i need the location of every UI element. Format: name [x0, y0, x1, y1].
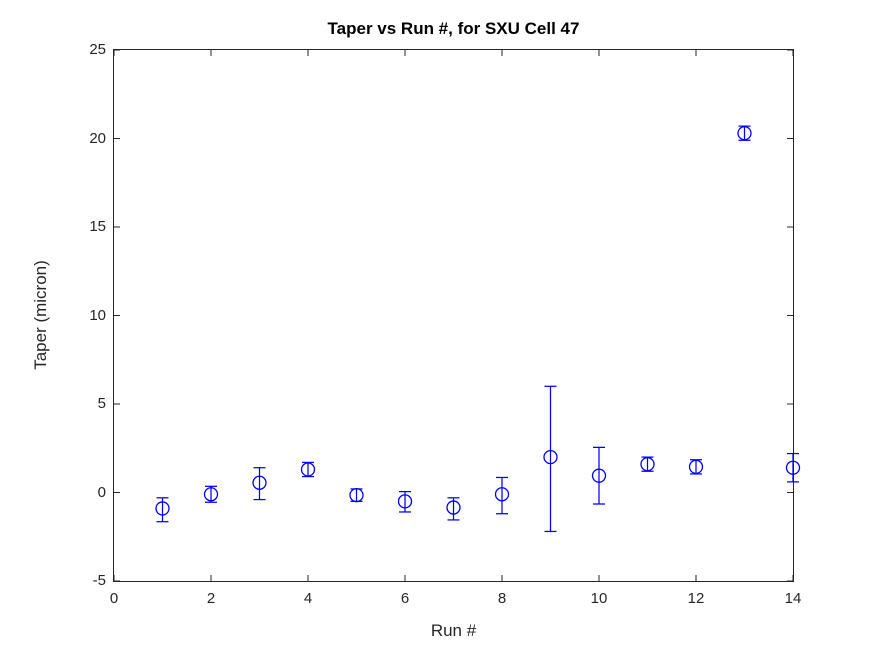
- x-tick-label-0: 0: [109, 590, 119, 607]
- y-tick-label-25: 25: [89, 41, 106, 58]
- x-tick-label-10: 10: [590, 590, 608, 607]
- marker-circle: [640, 457, 655, 472]
- data-point-run-13: [737, 125, 752, 141]
- marker-circle: [446, 500, 461, 515]
- plot-area: [113, 49, 801, 582]
- y-tick-label-0: 0: [97, 483, 106, 501]
- data-point-run-14: [785, 452, 801, 483]
- marker-circle: [543, 449, 558, 465]
- marker-circle: [252, 475, 267, 490]
- data-point-run-4: [300, 461, 316, 478]
- data-point-run-6: [397, 490, 413, 513]
- data-point-run-7: [446, 497, 461, 521]
- marker-circle: [785, 460, 801, 475]
- marker-circle: [155, 501, 170, 516]
- data-point-run-5: [349, 488, 364, 503]
- marker-circle: [737, 126, 752, 141]
- x-tick-label-8: 8: [497, 590, 507, 607]
- data-point-run-3: [252, 467, 267, 501]
- data-point-run-1: [155, 497, 170, 523]
- y-tick-label--5: -5: [92, 572, 106, 589]
- x-tick-label-4: 4: [303, 590, 313, 607]
- data-point-run-8: [494, 476, 510, 515]
- chart-title: Taper vs Run #, for SXU Cell 47: [327, 19, 580, 38]
- data-point-run-2: [203, 485, 219, 503]
- y-tick-label-10: 10: [89, 306, 106, 324]
- marker-circle: [397, 494, 413, 509]
- x-tick-label-12: 12: [687, 590, 705, 607]
- marker-circle: [591, 468, 607, 483]
- marker-circle: [688, 459, 704, 474]
- x-tick-label-14: 14: [784, 590, 802, 607]
- data-point-run-9: [543, 385, 558, 533]
- x-tick-label-6: 6: [400, 590, 410, 607]
- y-tick-label-5: 5: [97, 395, 106, 412]
- y-tick-label-15: 15: [89, 218, 106, 235]
- marker-circle: [300, 462, 316, 477]
- errorbar-plot: [113, 49, 801, 582]
- marker-circle: [349, 488, 364, 503]
- marker-circle: [494, 487, 510, 502]
- y-tick-label-20: 20: [89, 129, 106, 147]
- x-axis-label: Run #: [430, 621, 477, 640]
- marker-circle: [203, 487, 219, 502]
- data-point-run-12: [688, 459, 704, 475]
- x-tick-label-2: 2: [206, 590, 216, 607]
- data-point-run-11: [640, 456, 655, 472]
- data-point-run-10: [591, 446, 607, 505]
